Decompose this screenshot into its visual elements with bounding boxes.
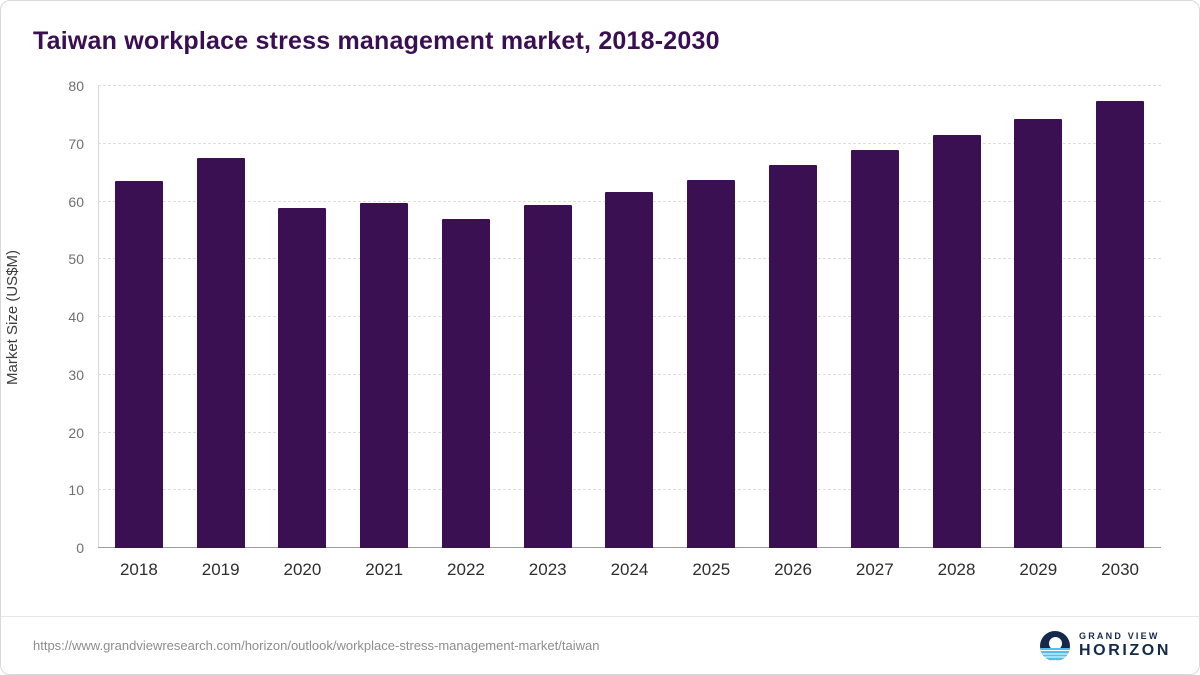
x-tick-label-2019: 2019	[201, 560, 240, 579]
x-tick-label-2024: 2024	[610, 560, 649, 579]
sun-shape	[1048, 636, 1062, 650]
bar-2022	[441, 218, 490, 548]
chart-title: Taiwan workplace stress management marke…	[33, 27, 720, 55]
y-tick-label-50: 50	[68, 251, 84, 268]
brand-name-top: GRAND VIEW	[1079, 630, 1160, 641]
bar-2025	[687, 179, 736, 548]
footer: https://www.grandviewresearch.com/horizo…	[1, 616, 1199, 674]
bar-slot-2028	[916, 86, 998, 548]
x-tick-label-2025: 2025	[692, 560, 731, 579]
bar-2021	[360, 203, 409, 548]
bar-2019	[196, 158, 245, 548]
x-tick-label-2018: 2018	[119, 560, 158, 579]
bar-slot-2026	[752, 86, 834, 548]
bar-2027	[850, 149, 899, 548]
x-tick-label-2026: 2026	[774, 560, 812, 579]
y-tick-label-40: 40	[68, 309, 84, 325]
bar-slot-2024	[589, 86, 671, 548]
bar-2028	[932, 135, 981, 548]
gridline-70	[98, 142, 1161, 144]
bar-slot-2023	[507, 86, 589, 548]
y-axis-line	[98, 86, 99, 548]
bar-slot-2027	[834, 86, 916, 548]
bar-2024	[605, 192, 654, 548]
bar-slot-2019	[180, 86, 262, 548]
x-tick-label-2022: 2022	[447, 560, 485, 579]
sea-stripes-shape	[1040, 647, 1071, 661]
bar-series	[98, 86, 1161, 548]
brand-logo: GRAND VIEW HORIZON	[1040, 630, 1171, 661]
y-tick-label-80: 80	[68, 78, 84, 94]
bar-2023	[523, 204, 572, 548]
x-tick-label-2027: 2027	[855, 560, 894, 579]
bar-slot-2020	[262, 86, 344, 548]
y-tick-label-0: 0	[76, 540, 84, 556]
y-tick-label-30: 30	[68, 366, 84, 383]
y-tick-label-10: 10	[68, 482, 84, 499]
bar-2018	[114, 181, 163, 548]
plot-area: Market Size (US$M) 0 10 20 30 40 50 60 70 80	[4, 78, 1161, 556]
x-tick-label-2023: 2023	[528, 560, 567, 579]
x-tick-label-2030: 2030	[1101, 560, 1139, 579]
bar-2030	[1096, 101, 1145, 548]
bar-2029	[1014, 118, 1063, 548]
x-tick-label-2028: 2028	[937, 560, 976, 579]
brand-name-bottom: HORIZON	[1079, 641, 1171, 659]
y-axis-title: Market Size (US$M)	[4, 249, 21, 385]
brand-logo-text: GRAND VIEW HORIZON	[1079, 630, 1171, 659]
x-tick-label-2020: 2020	[283, 560, 322, 579]
x-axis-labels: 2018 2019 2020 2021 2022 2023 2024 2025 2026 2027…	[98, 560, 1161, 580]
bar-slot-2029	[997, 86, 1079, 548]
x-tick-label-2029: 2029	[1019, 560, 1058, 579]
bar-slot-2021	[343, 86, 425, 548]
bar-slot-2025	[670, 86, 752, 548]
bar-2026	[769, 165, 817, 548]
gridline-80	[98, 85, 1161, 86]
y-tick-label-60: 60	[68, 193, 84, 210]
y-tick-label-70: 70	[68, 135, 84, 152]
source-url: https://www.grandviewresearch.com/horizo…	[33, 638, 600, 653]
bar-slot-2018	[98, 86, 180, 548]
bar-slot-2030	[1079, 86, 1161, 548]
y-tick-label-20: 20	[68, 424, 84, 441]
bar-slot-2022	[425, 86, 507, 548]
bar-2020	[278, 208, 327, 548]
chart-section: Market Size (US$M) 0 10 20 30 40 50 60 70 80 201…	[1, 78, 1199, 580]
x-tick-label-2021: 2021	[365, 560, 404, 579]
sunrise-horizon-icon	[1040, 630, 1071, 661]
